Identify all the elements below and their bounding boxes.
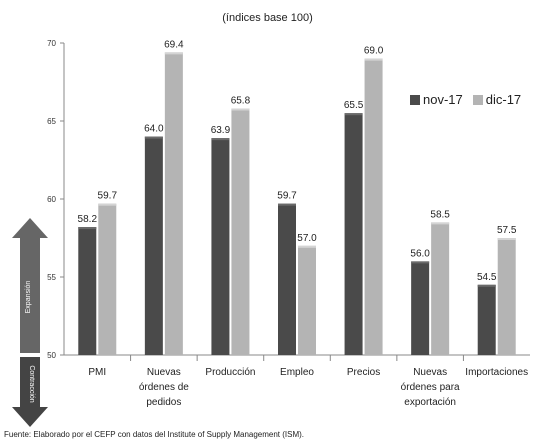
value-label-nov-6: 54.5 — [477, 272, 497, 283]
value-label-dic-1: 69.4 — [164, 39, 184, 50]
bar-top-nov-1 — [144, 136, 163, 139]
value-label-nov-0: 58.2 — [78, 214, 98, 225]
bar-top-dic-1 — [164, 52, 183, 55]
legend-swatch-nov — [410, 94, 420, 105]
value-label-dic-3: 57.0 — [297, 233, 317, 244]
axes: 50 55 60 65 70 — [47, 39, 530, 361]
bar-top-nov-2 — [211, 138, 230, 141]
bar-top-nov-6 — [477, 284, 496, 287]
bar-dic-3 — [298, 245, 316, 355]
bar-top-dic-5 — [431, 222, 450, 225]
bar-top-nov-0 — [78, 227, 97, 230]
value-label-dic-4: 69.0 — [364, 46, 384, 57]
contraction-arrow-head — [12, 407, 48, 427]
bar-dic-4 — [364, 58, 383, 355]
chart-subtitle: (índices base 100) — [222, 12, 313, 24]
expansion-contraction-arrows: Expansión Contracción — [12, 218, 48, 427]
bars — [78, 52, 516, 356]
bar-nov-2 — [211, 138, 230, 355]
category-label-6-0: Importaciones — [465, 367, 528, 378]
category-label-1-0: Nuevas — [147, 367, 181, 378]
bar-dic-1 — [164, 52, 183, 356]
bar-top-dic-0 — [98, 203, 117, 206]
category-label-0-0: PMI — [88, 367, 106, 378]
expansion-arrow-head — [12, 218, 48, 238]
bar-top-dic-6 — [497, 238, 516, 240]
y-tick-label-2: 60 — [47, 195, 56, 204]
legend-label-nov: nov-17 — [423, 92, 463, 107]
bar-nov-0 — [78, 227, 97, 355]
y-tick-label-1: 55 — [47, 273, 56, 282]
source-note: Fuente: Elaborado por el CEFP con datos … — [4, 430, 305, 439]
value-label-nov-2: 63.9 — [211, 125, 231, 136]
category-label-1-1: órdenes de — [139, 382, 189, 393]
y-tick-label-4: 70 — [47, 39, 56, 48]
bar-dic-6 — [497, 238, 516, 355]
bar-nov-3 — [278, 203, 296, 355]
expansion-arrow-shaft — [20, 238, 40, 353]
category-label-5-0: Nuevas — [413, 367, 447, 378]
bar-nov-1 — [144, 136, 163, 355]
value-label-dic-6: 57.5 — [497, 225, 517, 236]
bar-nov-5 — [411, 261, 430, 355]
value-label-nov-3: 59.7 — [277, 191, 297, 202]
bar-dic-2 — [231, 108, 250, 356]
bar-top-dic-3 — [298, 245, 316, 248]
value-label-dic-2: 65.8 — [231, 96, 251, 107]
category-label-5-1: órdenes para — [401, 382, 460, 393]
value-label-nov-1: 64.0 — [144, 124, 164, 135]
bar-dic-5 — [431, 222, 450, 355]
legend-item-nov: nov-17 — [410, 92, 463, 107]
category-label-3-0: Empleo — [280, 367, 314, 378]
contraction-arrow-shaft — [20, 357, 40, 407]
category-label-1-2: pedidos — [146, 397, 181, 408]
value-label-dic-0: 59.7 — [98, 191, 118, 202]
legend-item-dic: dic-17 — [472, 92, 522, 107]
y-tick-label-3: 65 — [47, 117, 56, 126]
bar-nov-6 — [477, 284, 496, 355]
value-label-dic-5: 58.5 — [430, 209, 450, 220]
bar-top-dic-2 — [231, 108, 250, 111]
bar-nov-4 — [344, 113, 363, 355]
value-label-nov-5: 56.0 — [410, 248, 430, 259]
legend-swatch-dic — [472, 94, 483, 105]
legend-label-dic: dic-17 — [485, 92, 522, 107]
bar-dic-0 — [98, 203, 117, 355]
value-labels: 58.2 59.7 64.0 69.4 63.9 65.8 59.7 57.0 65.5 69.0… — [78, 39, 517, 282]
category-label-5-2: exportación — [404, 397, 456, 408]
category-labels: PMI Nuevas órdenes de pedidos Producción Empl… — [88, 367, 528, 408]
legend: nov-17 dic-17 — [410, 92, 521, 107]
bar-top-nov-3 — [278, 203, 296, 206]
expansion-label: Expansión — [25, 281, 32, 314]
contraction-label: Contracción — [28, 365, 35, 402]
category-label-2-0: Producción — [205, 367, 255, 378]
bar-top-nov-4 — [344, 113, 363, 116]
bar-top-nov-5 — [411, 261, 430, 264]
category-label-4-0: Precios — [347, 367, 380, 378]
y-tick-label-0: 50 — [47, 351, 56, 360]
value-label-nov-4: 65.5 — [344, 100, 364, 111]
bar-top-dic-4 — [364, 58, 383, 61]
